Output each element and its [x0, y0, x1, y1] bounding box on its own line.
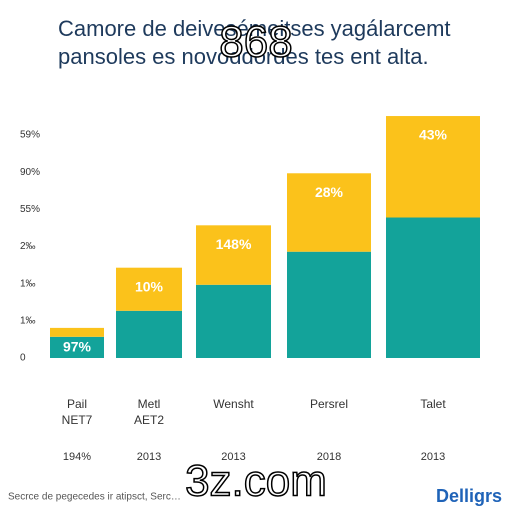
y-tick-label: 55%	[20, 204, 40, 215]
year-label: 2018	[317, 451, 341, 463]
watermark: 868	[219, 18, 292, 67]
y-tick-label: 2‰	[20, 241, 36, 252]
watermark: 3z.com	[185, 457, 327, 506]
bar-segment	[287, 251, 371, 358]
chart-title: pansoles es novoddordes tes ent alta.	[58, 44, 429, 69]
bar-segment	[196, 284, 271, 358]
bar-segment	[50, 336, 104, 358]
chart-title: Camore de deivesémeitses yagálarcemt	[58, 16, 451, 41]
year-label: 2013	[221, 451, 245, 463]
bar-annotation: 43%	[419, 127, 448, 143]
bar-annotation: 97%	[63, 339, 92, 355]
footer: Secrce de pegecedes ir atipsct, Serc…	[8, 492, 181, 503]
y-tick-label: 90%	[20, 167, 40, 178]
logo: Delligrs	[436, 486, 502, 506]
year-label: 2013	[421, 451, 445, 463]
y-tick-label: 0	[20, 353, 26, 364]
bar-segment	[50, 327, 104, 337]
x-tick-label: NET7	[62, 413, 93, 427]
bar-segment	[386, 217, 480, 358]
bar-segment	[116, 267, 182, 311]
year-label: 2013	[137, 451, 161, 463]
bar-annotation: 28%	[315, 184, 344, 200]
x-tick-label: Wensht	[213, 397, 254, 411]
x-tick-label: Pail	[67, 397, 87, 411]
y-tick-label: 1‰	[20, 315, 36, 326]
y-tick-label: 59%	[20, 130, 40, 141]
y-tick-label: 1‰	[20, 278, 36, 289]
bar-annotation: 148%	[216, 236, 252, 252]
x-tick-label: Talet	[420, 397, 446, 411]
bar-segment	[386, 116, 480, 218]
bar-annotation: 10%	[135, 278, 164, 294]
bar-segment	[287, 173, 371, 252]
bar-segment	[196, 225, 271, 285]
year-label: 194%	[63, 451, 91, 463]
bar-segment	[116, 310, 182, 358]
x-tick-label: Metl	[138, 397, 161, 411]
x-tick-label: Persrel	[310, 397, 348, 411]
x-tick-label: AET2	[134, 413, 164, 427]
